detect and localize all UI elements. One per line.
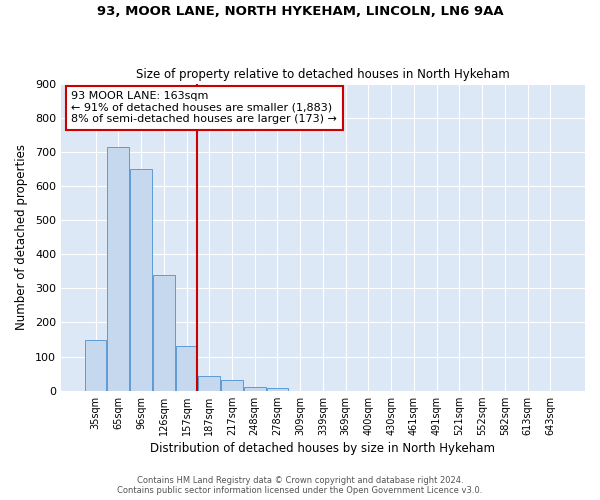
X-axis label: Distribution of detached houses by size in North Hykeham: Distribution of detached houses by size … — [151, 442, 496, 455]
Bar — [153, 274, 175, 390]
Text: 93 MOOR LANE: 163sqm
← 91% of detached houses are smaller (1,883)
8% of semi-det: 93 MOOR LANE: 163sqm ← 91% of detached h… — [71, 91, 337, 124]
Bar — [221, 380, 243, 390]
Bar — [199, 376, 220, 390]
Bar — [266, 388, 288, 390]
Bar — [107, 146, 129, 390]
Bar — [130, 169, 152, 390]
Bar — [244, 386, 266, 390]
Text: Contains HM Land Registry data © Crown copyright and database right 2024.
Contai: Contains HM Land Registry data © Crown c… — [118, 476, 482, 495]
Y-axis label: Number of detached properties: Number of detached properties — [15, 144, 28, 330]
Title: Size of property relative to detached houses in North Hykeham: Size of property relative to detached ho… — [136, 68, 510, 81]
Bar — [176, 346, 197, 391]
Bar — [85, 340, 106, 390]
Text: 93, MOOR LANE, NORTH HYKEHAM, LINCOLN, LN6 9AA: 93, MOOR LANE, NORTH HYKEHAM, LINCOLN, L… — [97, 5, 503, 18]
